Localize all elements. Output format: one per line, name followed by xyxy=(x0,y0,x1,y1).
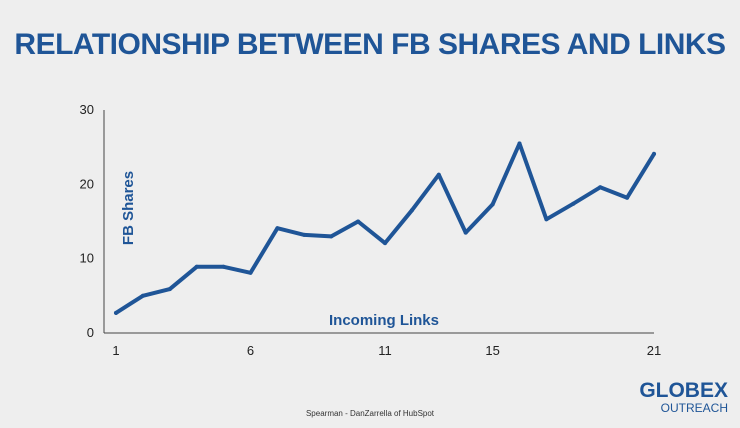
data-point xyxy=(544,217,549,222)
data-point xyxy=(571,201,576,206)
x-axis-title: Incoming Links xyxy=(329,312,439,329)
data-point xyxy=(167,287,172,292)
y-axis-ticks: 0 10 20 30 xyxy=(80,102,94,340)
data-point xyxy=(114,310,118,315)
y-axis-title: FB Shares xyxy=(120,171,137,245)
data-point xyxy=(302,232,307,237)
y-tick-label: 0 xyxy=(87,325,94,340)
logo-subtitle: OUTREACH xyxy=(660,401,728,415)
x-tick-label: 21 xyxy=(647,343,661,358)
logo-wordmark: GLOBEX xyxy=(639,379,728,402)
source-note: Spearman - DanZarrella of HubSpot xyxy=(305,409,435,418)
data-point xyxy=(383,241,387,246)
data-point xyxy=(517,141,522,146)
x-tick-label: 11 xyxy=(378,343,392,358)
data-point xyxy=(409,208,414,213)
data-point xyxy=(490,202,495,207)
x-tick-label: 6 xyxy=(247,343,254,358)
chart-title: RELATIONSHIP BETWEEN FB SHARES AND LINKS xyxy=(14,28,726,61)
series-line-fb-shares xyxy=(114,141,656,315)
data-point xyxy=(652,151,656,156)
data-point xyxy=(356,219,361,224)
data-point xyxy=(275,226,280,231)
y-tick-label: 10 xyxy=(80,251,94,266)
data-point xyxy=(463,230,468,235)
x-axis-ticks: 1 6 11 15 21 xyxy=(112,343,661,358)
data-point xyxy=(140,293,145,298)
x-tick-label: 15 xyxy=(485,343,499,358)
x-tick-label: 1 xyxy=(112,343,119,358)
data-point xyxy=(194,264,199,269)
data-point xyxy=(625,195,630,200)
y-tick-label: 20 xyxy=(80,176,94,191)
y-tick-label: 30 xyxy=(80,102,94,117)
data-point xyxy=(598,185,603,190)
data-point xyxy=(221,264,226,269)
globex-logo: GLOBEX OUTREACH xyxy=(624,380,728,420)
data-point xyxy=(248,270,253,275)
data-point xyxy=(436,172,441,177)
data-point xyxy=(329,234,334,239)
data-points xyxy=(114,141,656,315)
